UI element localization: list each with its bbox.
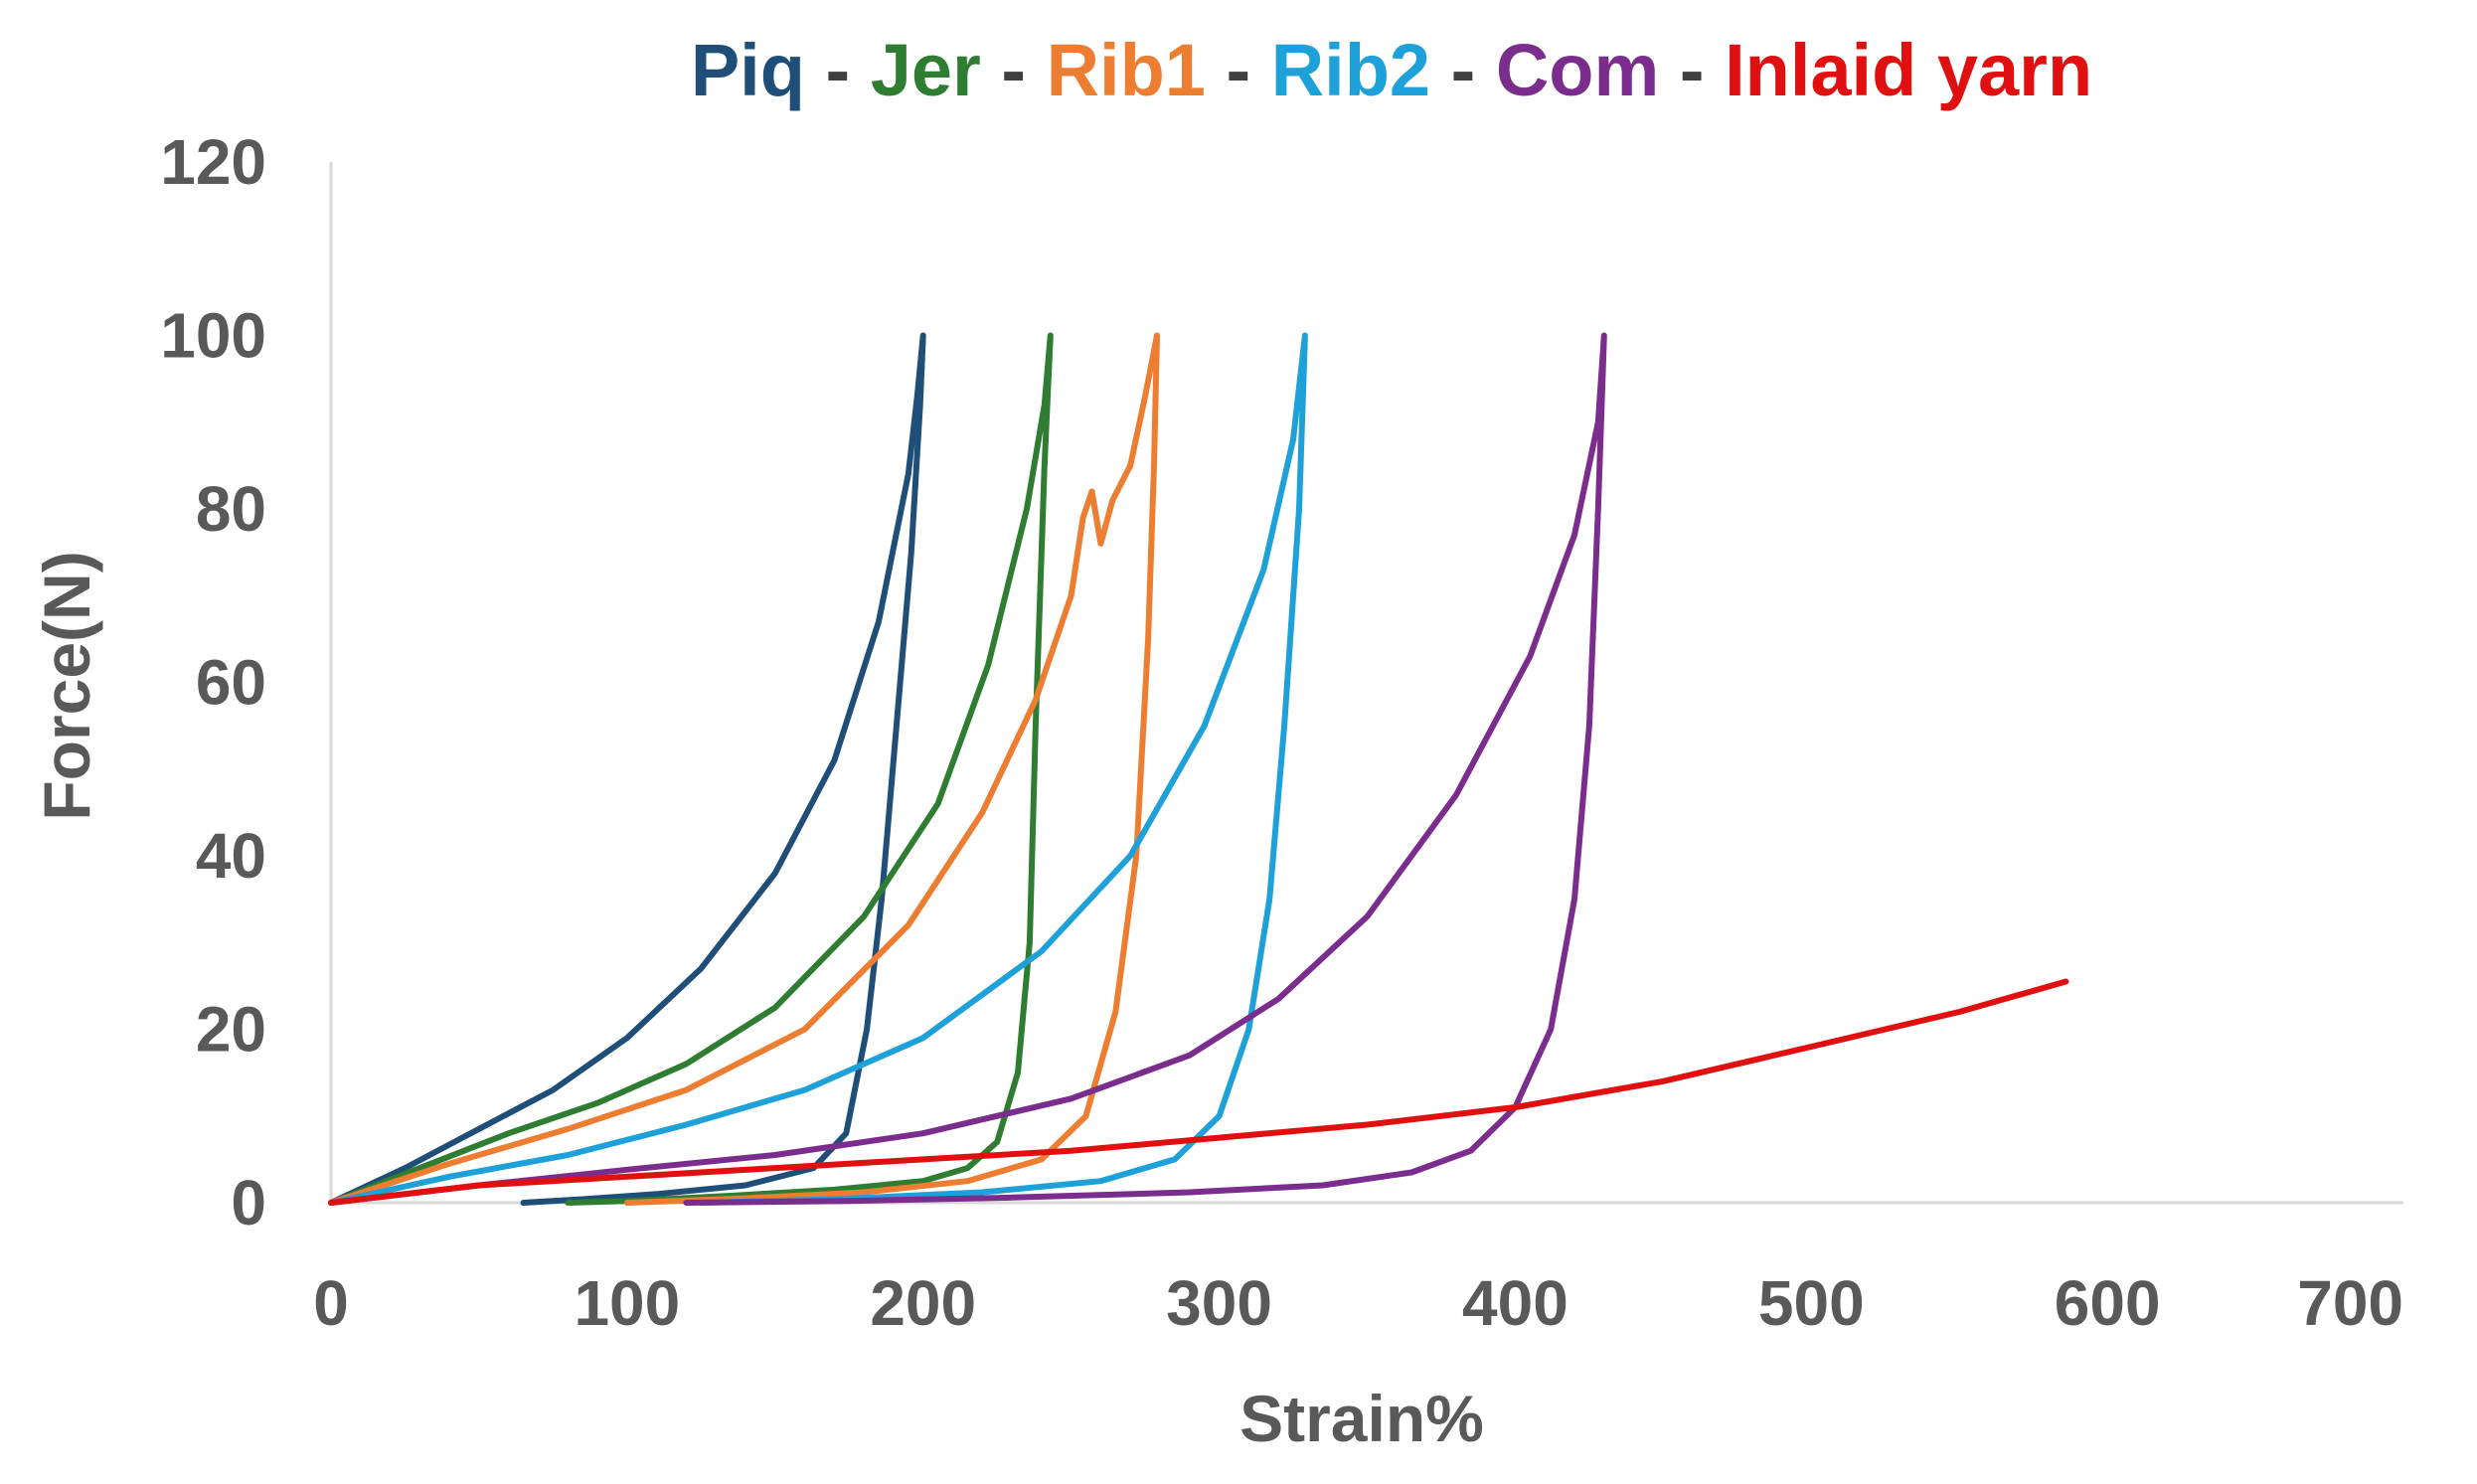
title-part-10: Inlaid yarn: [1725, 29, 2092, 111]
x-tick-label: 300: [1166, 1267, 1272, 1339]
title-part-9: -: [1659, 29, 1725, 111]
x-tick-label: 0: [313, 1267, 349, 1339]
chart-title: Piq - Jer - Rib1 - Rib2 - Com - Inlaid y…: [691, 29, 2092, 111]
y-tick-label: 80: [196, 473, 266, 545]
y-tick-label: 20: [196, 994, 266, 1066]
x-tick-label: 500: [1758, 1267, 1865, 1339]
title-part-4: Rib1: [1047, 29, 1206, 111]
title-part-0: Piq: [691, 29, 805, 111]
series-line-jer: [328, 332, 1054, 1206]
title-part-6: Rib2: [1271, 29, 1430, 111]
y-axis-label: Force(N): [30, 551, 103, 820]
x-tick-label: 400: [1462, 1267, 1569, 1339]
x-tick-label: 700: [2297, 1267, 2403, 1339]
x-tick-labels: 0 100 200 300 400 500 600 700: [313, 1267, 2403, 1339]
title-part-8: Com: [1496, 29, 1659, 111]
y-tick-labels: 0 20 40 60 80 100 120: [160, 126, 266, 1238]
y-tick-label: 0: [231, 1167, 266, 1238]
x-axis-label: Strain%: [1239, 1382, 1484, 1455]
title-part-2: Jer: [871, 29, 981, 111]
title-part-7: -: [1430, 29, 1496, 111]
series-lines: [328, 332, 2069, 1206]
series-line-com: [328, 332, 1607, 1206]
y-tick-label: 120: [160, 126, 266, 198]
x-tick-label: 600: [2055, 1267, 2161, 1339]
series-line-rib2: [328, 332, 1308, 1206]
y-tick-label: 40: [196, 820, 266, 892]
title-part-3: -: [981, 29, 1047, 111]
title-part-1: -: [805, 29, 871, 111]
y-tick-label: 100: [160, 300, 266, 372]
x-tick-label: 100: [574, 1267, 680, 1339]
series-line-piq: [328, 332, 926, 1206]
x-tick-label: 200: [870, 1267, 976, 1339]
series-line-inlaid-yarn: [328, 978, 2069, 1206]
y-tick-label: 60: [196, 647, 266, 719]
title-part-5: -: [1206, 29, 1271, 111]
